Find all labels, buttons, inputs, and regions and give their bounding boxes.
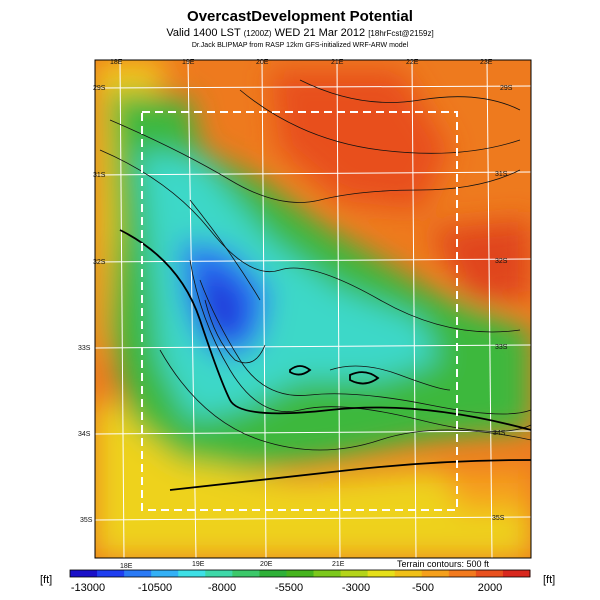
- lat-label: 29S: [500, 85, 513, 92]
- lon-labels-bottom: 18E 19E 20E 21E: [120, 561, 345, 570]
- lat-label: 33S: [495, 344, 508, 351]
- colorbar-tick-label: -3000: [342, 582, 370, 594]
- lat-label: 32S: [93, 259, 106, 266]
- date-label: WED 21 Mar 2012: [274, 27, 366, 39]
- utc-label: (1200Z): [243, 29, 272, 38]
- lon-label: 22E: [406, 59, 419, 66]
- lat-label: 33S: [78, 345, 91, 352]
- colorbar-tick-label: -500: [412, 582, 434, 594]
- terrain-note: Terrain contours: 500 ft: [397, 559, 490, 569]
- lat-label: 34S: [493, 430, 506, 437]
- lat-label: 31S: [93, 172, 106, 179]
- colorbar-swatch: [97, 570, 125, 577]
- colorbar: -13000 -10500 -8000 -5500 -3000 -500 2000: [69, 569, 531, 594]
- lon-label: 19E: [182, 59, 195, 66]
- lon-label: 19E: [192, 561, 205, 568]
- colorbar-swatch: [205, 570, 233, 577]
- colorbar-swatch: [70, 570, 98, 577]
- inner-domain-box: [141, 111, 458, 511]
- colorbar-tick-label: 2000: [478, 582, 502, 594]
- colorbar-tick-label: -5500: [275, 582, 303, 594]
- colorbar-swatch: [421, 570, 450, 577]
- colorbar-swatch: [124, 570, 152, 577]
- terrain-contours: [99, 79, 532, 451]
- valid-time-line: Valid 1400 LST (1200Z) WED 21 Mar 2012 […: [0, 27, 600, 39]
- lon-labels-top: 18E 19E 20E 21E 22E 23E: [110, 59, 493, 66]
- colorbar-swatch: [367, 570, 396, 577]
- lat-lon-grid: [94, 59, 532, 559]
- colorbar-swatch: [178, 570, 206, 577]
- colorbar-swatch: [502, 570, 531, 577]
- map-frame: [94, 59, 532, 559]
- major-contours: [119, 229, 532, 491]
- colorbar-swatch: [286, 570, 315, 577]
- lat-label: 34S: [78, 431, 91, 438]
- colorbar-tick-label: -13000: [71, 582, 105, 594]
- lat-labels-right: 29S 31S 32S 33S 34S 35S: [492, 85, 513, 522]
- lat-label: 31S: [495, 171, 508, 178]
- colorbar-swatch: [259, 570, 287, 577]
- forecast-label: [18hrFcst@2159z]: [368, 29, 434, 38]
- lat-label: 35S: [492, 515, 505, 522]
- lat-label: 35S: [80, 517, 93, 524]
- valid-label: Valid 1400 LST: [166, 27, 241, 39]
- colorbar-unit-right: [ft]: [543, 574, 556, 586]
- colorbar-tick-label: -10500: [138, 582, 172, 594]
- colorbar-swatch: [394, 570, 423, 577]
- colorbar-swatch: [340, 570, 369, 577]
- lat-label: 32S: [495, 258, 508, 265]
- lon-label: 18E: [110, 59, 123, 66]
- colorbar-swatch: [232, 570, 260, 577]
- map-title: OvercastDevelopment Potential: [187, 8, 413, 25]
- lat-labels-left: 29S 31S 32S 33S 34S 35S: [78, 85, 106, 524]
- colorbar-swatch: [151, 570, 179, 577]
- lon-label: 23E: [480, 59, 493, 66]
- lat-label: 29S: [93, 85, 106, 92]
- lon-label: 20E: [256, 59, 269, 66]
- colorbar-swatch: [313, 570, 342, 577]
- lon-label: 21E: [332, 561, 345, 568]
- model-credit: Dr.Jack BLIPMAP from RASP 12km GFS-initi…: [191, 42, 409, 49]
- colorbar-tick-label: -8000: [208, 582, 236, 594]
- overcast-field: [95, 60, 531, 558]
- colorbar-unit-left: [ft]: [40, 574, 53, 586]
- lon-label: 18E: [120, 563, 133, 570]
- colorbar-swatch: [475, 570, 504, 577]
- colorbar-swatch: [448, 570, 477, 577]
- lon-label: 21E: [331, 59, 344, 66]
- lon-label: 20E: [260, 561, 273, 568]
